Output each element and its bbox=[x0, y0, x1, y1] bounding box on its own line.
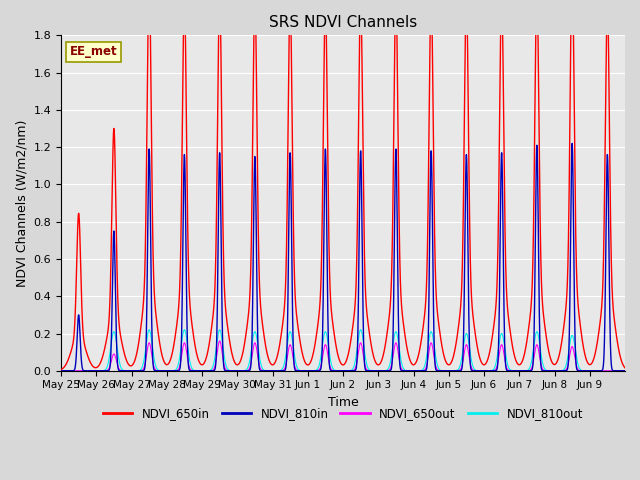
NDVI_810out bbox=[145, 327, 153, 333]
Text: EE_met: EE_met bbox=[70, 46, 117, 59]
NDVI_650out bbox=[506, 368, 513, 373]
Line: NDVI_810in: NDVI_810in bbox=[61, 144, 625, 371]
NDVI_650in bbox=[144, 14, 152, 20]
NDVI_650out bbox=[57, 368, 65, 373]
NDVI_650in bbox=[621, 365, 629, 371]
NDVI_650in bbox=[262, 341, 269, 347]
NDVI_650out bbox=[86, 368, 93, 373]
NDVI_810in bbox=[568, 141, 576, 146]
NDVI_810in bbox=[415, 368, 423, 373]
NDVI_650out bbox=[476, 368, 483, 373]
NDVI_810out bbox=[262, 368, 269, 373]
NDVI_650in bbox=[506, 322, 513, 327]
NDVI_650in bbox=[57, 367, 65, 372]
NDVI_650in bbox=[86, 358, 93, 363]
NDVI_650in bbox=[476, 353, 483, 359]
NDVI_810out bbox=[476, 368, 483, 373]
NDVI_650out bbox=[216, 338, 223, 344]
Title: SRS NDVI Channels: SRS NDVI Channels bbox=[269, 15, 417, 30]
X-axis label: Time: Time bbox=[328, 396, 358, 409]
NDVI_810out bbox=[57, 368, 65, 373]
NDVI_650out bbox=[391, 343, 399, 348]
NDVI_810in bbox=[621, 368, 629, 373]
NDVI_650out bbox=[621, 368, 629, 373]
NDVI_810in bbox=[506, 368, 513, 373]
NDVI_810in bbox=[261, 368, 269, 373]
NDVI_810in bbox=[391, 204, 399, 210]
NDVI_810in bbox=[476, 368, 483, 373]
NDVI_650out bbox=[415, 368, 423, 373]
Line: NDVI_650in: NDVI_650in bbox=[61, 17, 625, 370]
NDVI_650in bbox=[391, 36, 399, 41]
Line: NDVI_650out: NDVI_650out bbox=[61, 341, 625, 371]
Legend: NDVI_650in, NDVI_810in, NDVI_650out, NDVI_810out: NDVI_650in, NDVI_810in, NDVI_650out, NDV… bbox=[98, 403, 588, 425]
NDVI_810out bbox=[621, 368, 629, 373]
Y-axis label: NDVI Channels (W/m2/nm): NDVI Channels (W/m2/nm) bbox=[15, 120, 28, 287]
NDVI_810out bbox=[506, 366, 513, 372]
NDVI_650in bbox=[415, 348, 423, 354]
Line: NDVI_810out: NDVI_810out bbox=[61, 330, 625, 371]
NDVI_810out bbox=[86, 368, 93, 373]
NDVI_650out bbox=[262, 368, 269, 373]
NDVI_810out bbox=[415, 368, 423, 373]
NDVI_810out bbox=[391, 331, 399, 337]
NDVI_810in bbox=[86, 368, 93, 373]
NDVI_810in bbox=[57, 368, 65, 373]
